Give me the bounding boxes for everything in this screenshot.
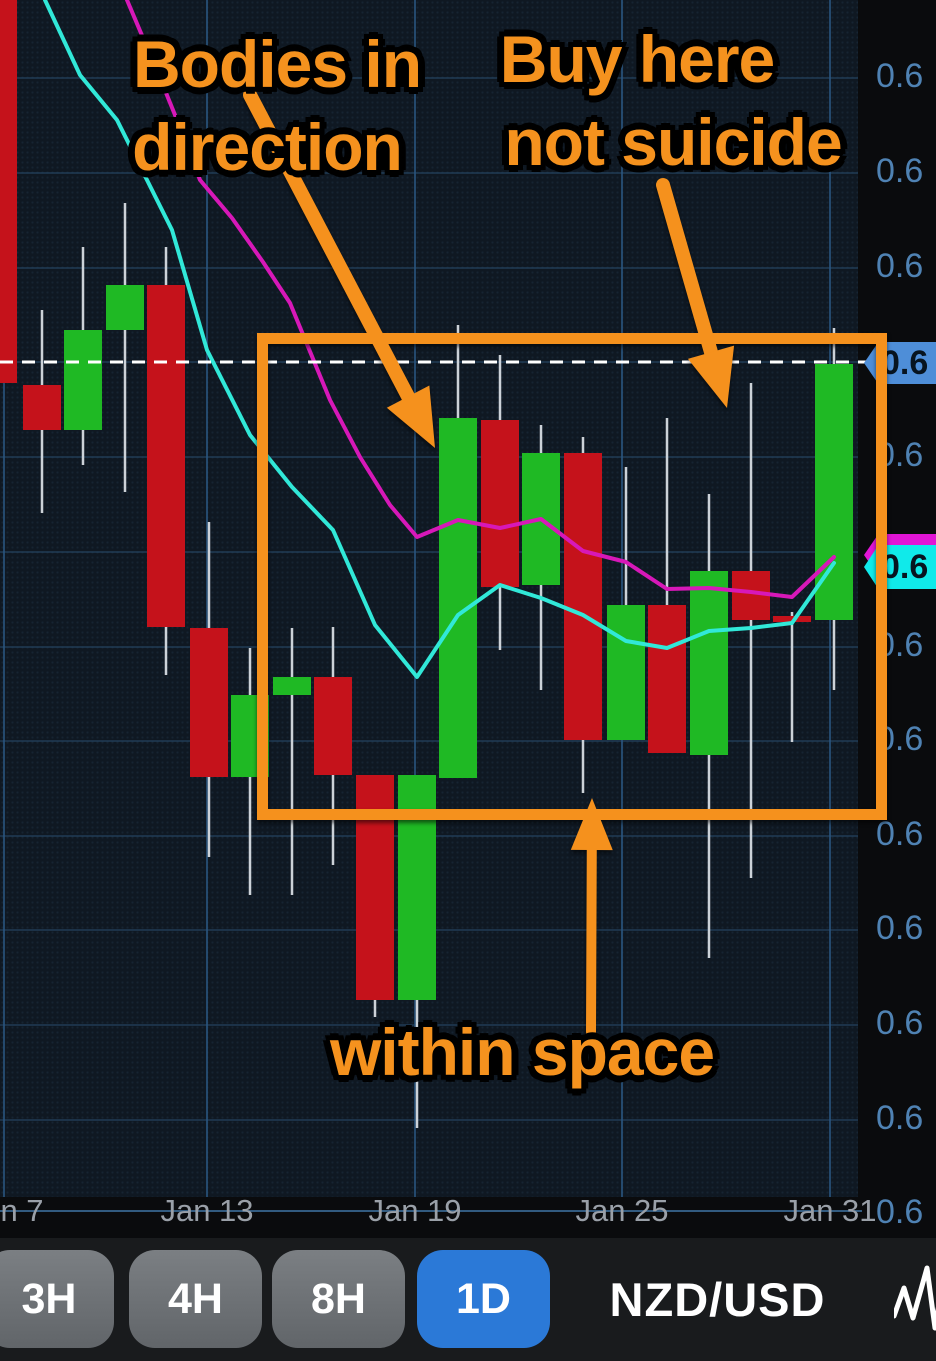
- y-tick-label: 0.6: [876, 1192, 924, 1231]
- candle-body-green: [439, 418, 477, 778]
- timeframe-button-8h[interactable]: 8H: [272, 1250, 405, 1348]
- y-tick-label: 0.6: [876, 56, 924, 95]
- candle-body-green: [273, 677, 311, 695]
- timeframe-button-1d[interactable]: 1D: [417, 1250, 550, 1348]
- timeframe-button-4h[interactable]: 4H: [129, 1250, 262, 1348]
- annotation-arrow-head: [386, 385, 435, 448]
- time-axis[interactable]: n 7 Jan 13 Jan 19 Jan 25 Jan 31: [0, 1193, 936, 1238]
- symbol-pair-label[interactable]: NZD/USD: [609, 1272, 826, 1326]
- candle-body-red: [314, 677, 352, 775]
- y-tick-label: 0.6: [876, 151, 924, 190]
- y-tick-label: 0.6: [876, 246, 924, 285]
- time-axis-line: [0, 1210, 862, 1212]
- price-axis[interactable]: [858, 0, 936, 1197]
- annotation-arrow-shaft: [586, 829, 597, 1037]
- candle-body-green: [106, 285, 144, 330]
- candle-body-green: [607, 605, 645, 740]
- annotation-text: Buy here: [499, 22, 775, 96]
- annotation-text: Bodies in: [132, 27, 422, 101]
- highlight-box: [257, 333, 887, 820]
- candle-body-red: [773, 616, 811, 622]
- annotation-text: direction: [132, 110, 403, 184]
- annotation-overlay: [243, 88, 887, 1037]
- y-tick-label: 0.6: [876, 814, 924, 853]
- x-tick-label: Jan 31: [783, 1193, 877, 1228]
- candle-body-green: [64, 330, 102, 430]
- annotation-text: not suicide: [504, 105, 842, 179]
- annotation-arrow-head: [687, 345, 735, 408]
- annotation-arrow-shaft: [656, 178, 723, 376]
- x-tick-label: Jan 13: [160, 1193, 254, 1228]
- annotation-text: within space: [329, 1015, 715, 1089]
- candle-body-red: [481, 420, 519, 587]
- candle-body-red: [0, 0, 17, 383]
- x-tick-label: Jan 25: [575, 1193, 669, 1228]
- ma-cyan: [43, 0, 836, 679]
- x-tick-label: Jan 19: [368, 1193, 462, 1228]
- candle-body-red: [23, 385, 61, 430]
- x-tick-label: n 7: [0, 1193, 44, 1228]
- candle-body-red: [147, 285, 185, 627]
- timeframe-button-3h[interactable]: 3H: [0, 1250, 114, 1348]
- candle-body-red: [648, 605, 686, 753]
- y-tick-label: 0.6: [876, 1003, 924, 1042]
- annotation-arrow-head: [570, 798, 613, 851]
- candle-body-green: [690, 571, 728, 755]
- annotation-arrow-shaft: [243, 88, 424, 420]
- ma-magenta: [125, 0, 836, 599]
- candle-body-red: [190, 628, 228, 777]
- pulse-line-icon[interactable]: [894, 1256, 936, 1344]
- candle-body-red: [564, 453, 602, 740]
- candlestick-chart[interactable]: [0, 0, 936, 1238]
- y-tick-label: 0.6: [876, 1098, 924, 1137]
- y-tick-label: 0.6: [876, 908, 924, 947]
- bottom-toolbar: 3H 4H 8H 1D NZD/USD: [0, 1238, 936, 1361]
- candle-body-green: [815, 364, 853, 620]
